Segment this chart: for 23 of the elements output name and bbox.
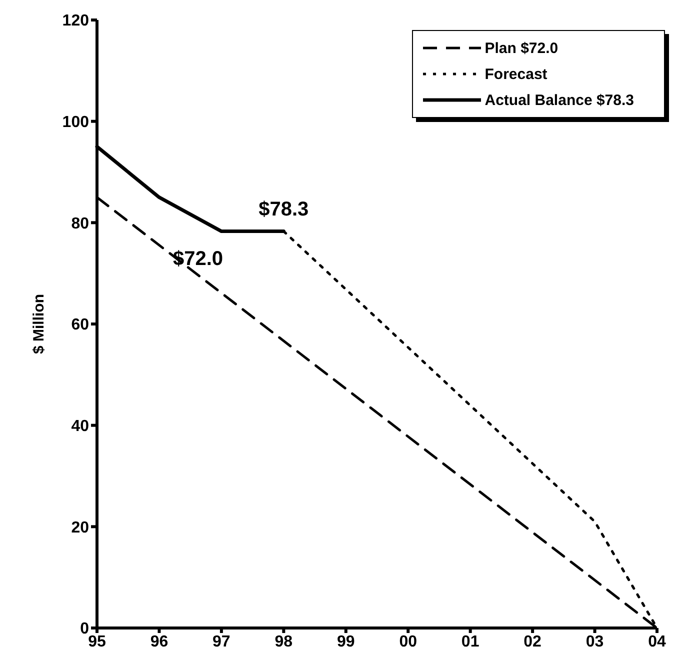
legend-label: Actual Balance $78.3 [484, 92, 634, 108]
x-tick-label: 97 [212, 633, 230, 650]
y-tick-label: 40 [71, 418, 90, 436]
x-tick-label: 03 [586, 633, 604, 650]
annotation: $72.0 [173, 248, 224, 271]
x-tick-label: 01 [461, 633, 480, 650]
x-tick-label: 99 [336, 633, 355, 650]
x-tick-label: 00 [399, 633, 418, 650]
x-tick-label: 98 [274, 633, 293, 650]
legend-label: Plan $72.0 [484, 40, 558, 56]
y-tick-label: 120 [62, 12, 90, 30]
y-tick-label: 20 [71, 519, 90, 536]
y-axis-title: $ Million [30, 294, 48, 354]
y-tick-label: 80 [71, 215, 90, 232]
y-tick-label: 100 [62, 114, 90, 132]
legend-label: Forecast [484, 66, 548, 82]
annotation: $78.3 [258, 198, 309, 220]
y-tick-label: 60 [71, 316, 90, 334]
x-tick-label: 02 [524, 633, 542, 650]
x-tick-label: 04 [648, 633, 666, 650]
x-tick-label: 95 [88, 633, 106, 650]
y-tick-label: 0 [80, 620, 90, 638]
x-tick-label: 96 [150, 633, 168, 650]
